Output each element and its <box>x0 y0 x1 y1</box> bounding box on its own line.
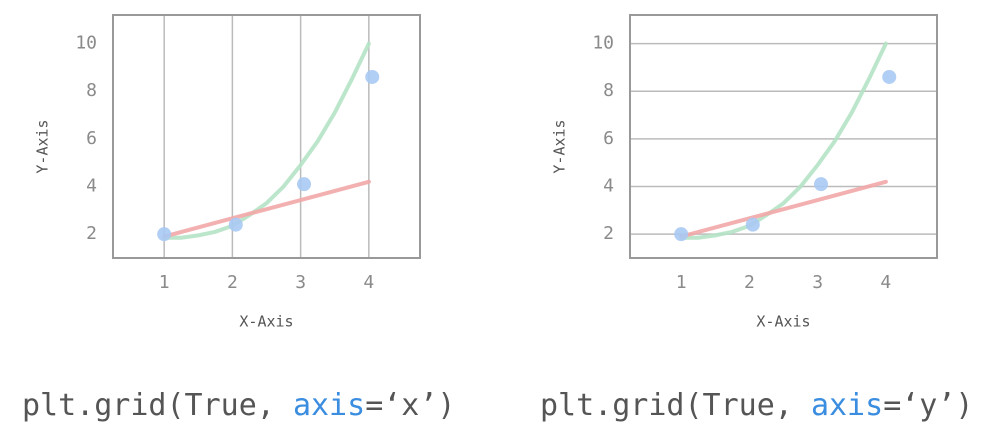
x-axis-label: X-Axis <box>756 313 810 331</box>
code-part: =‘y’) <box>883 388 973 423</box>
y-tick-label: 8 <box>603 80 614 101</box>
scatter-point <box>228 217 243 232</box>
y-tick-label: 8 <box>86 80 97 101</box>
scatter-point <box>814 177 829 192</box>
x-tick-label: 2 <box>227 272 238 293</box>
x-tick-label: 3 <box>295 272 306 293</box>
code-part: plt.grid(True, <box>22 388 293 423</box>
y-tick-label: 10 <box>592 33 614 54</box>
y-tick-label: 2 <box>86 223 97 244</box>
code-caption: plt.grid(True, axis=‘y’) <box>540 388 974 423</box>
y-tick-label: 10 <box>75 33 97 54</box>
x-axis-label: X-Axis <box>239 313 293 331</box>
scatter-point <box>882 69 897 84</box>
code-caption: plt.grid(True, axis=‘x’) <box>22 388 456 423</box>
scatter-point <box>365 69 380 84</box>
scatter-point <box>745 217 760 232</box>
scatter-point <box>674 227 689 242</box>
scatter-point <box>157 227 172 242</box>
y-tick-label: 6 <box>86 128 97 149</box>
x-tick-label: 4 <box>363 272 374 293</box>
line <box>162 179 371 239</box>
x-tick-label: 4 <box>880 272 891 293</box>
line <box>679 41 888 240</box>
y-tick-label: 2 <box>603 223 614 244</box>
code-part: axis <box>811 388 883 423</box>
y-axis-label: Y-Axis <box>34 119 52 173</box>
line <box>162 41 371 240</box>
y-axis-label: Y-Axis <box>551 119 569 173</box>
code-part: plt.grid(True, <box>540 388 811 423</box>
code-part: =‘x’) <box>365 388 455 423</box>
y-tick-label: 4 <box>86 176 97 197</box>
scatter-point <box>297 177 312 192</box>
x-tick-label: 3 <box>812 272 823 293</box>
plot-frame <box>112 14 421 259</box>
x-tick-label: 2 <box>744 272 755 293</box>
line <box>679 179 888 239</box>
y-tick-label: 4 <box>603 176 614 197</box>
x-tick-label: 1 <box>159 272 170 293</box>
x-tick-label: 1 <box>676 272 687 293</box>
code-part: axis <box>293 388 365 423</box>
plot-frame <box>629 14 938 259</box>
y-tick-label: 6 <box>603 128 614 149</box>
